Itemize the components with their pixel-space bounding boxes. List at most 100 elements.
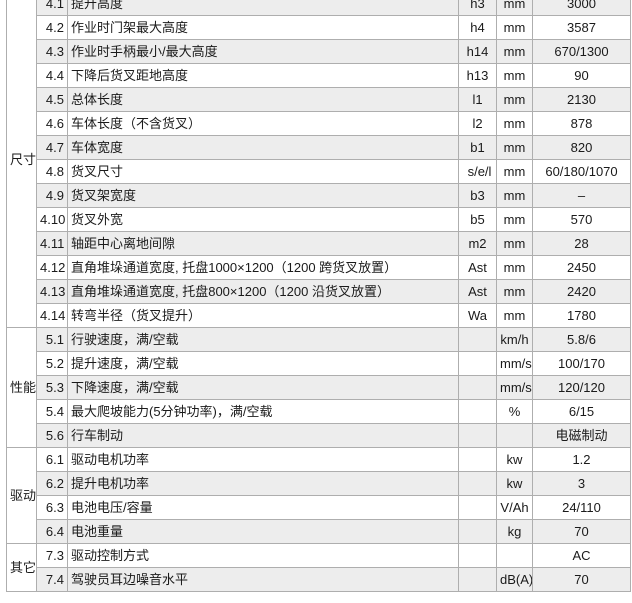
row-value-cell: 60/180/1070 <box>532 159 631 184</box>
row-description-cell: 直角堆垛通道宽度, 托盘800×1200（1200 沿货叉放置） <box>67 279 459 304</box>
row-description-cell: 货叉架宽度 <box>67 183 459 208</box>
row-symbol-cell: l2 <box>458 111 497 136</box>
row-value-cell: 1780 <box>532 303 631 328</box>
row-symbol-text: s/e/l <box>467 163 492 179</box>
row-symbol-cell <box>458 495 497 520</box>
row-number-cell: 4.2 <box>36 15 68 40</box>
row-symbol-cell <box>458 399 497 424</box>
row-number-cell: 7.3 <box>36 543 68 568</box>
row-symbol-text: l2 <box>472 115 483 131</box>
row-unit-cell: mm/s <box>496 351 533 376</box>
table-body: 尺寸 4.1 提升高度 h3 mm 3000 4.2 作业时门架最大高度 h4 mm 3587 4.3… <box>6 0 631 592</box>
row-unit-cell: mm <box>496 39 533 64</box>
row-symbol-cell <box>458 471 497 496</box>
row-unit-cell: mm <box>496 63 533 88</box>
table-row: 4.10 货叉外宽 b5 mm 570 <box>7 207 631 232</box>
row-number-cell: 4.9 <box>36 183 68 208</box>
row-symbol-text: m2 <box>468 235 487 251</box>
table-row: 5.2 提升速度，满/空载 mm/s 100/170 <box>7 351 631 376</box>
row-symbol-cell <box>458 567 497 592</box>
row-description-cell: 提升速度，满/空载 <box>67 351 459 376</box>
row-number-cell: 5.4 <box>36 399 68 424</box>
row-value-cell: 2130 <box>532 87 631 112</box>
row-value-cell: 100/170 <box>532 351 631 376</box>
row-number-cell: 4.6 <box>36 111 68 136</box>
row-symbol-cell: h14 <box>458 39 497 64</box>
row-description-cell: 驱动电机功率 <box>67 447 459 472</box>
table-row: 4.11 轴距中心离地间隙 m2 mm 28 <box>7 231 631 256</box>
row-number-cell: 5.3 <box>36 375 68 400</box>
row-value-cell: 电磁制动 <box>532 423 631 448</box>
category-cell-dimensions: 尺寸 <box>6 0 37 328</box>
row-value-cell: – <box>532 183 631 208</box>
row-unit-cell: mm <box>496 159 533 184</box>
table-row: 4.2 作业时门架最大高度 h4 mm 3587 <box>7 15 631 40</box>
table-row: 5.4 最大爬坡能力(5分钟功率)，满/空载% 6/15 <box>7 399 631 424</box>
row-value-cell: 90 <box>532 63 631 88</box>
row-symbol-cell <box>458 351 497 376</box>
row-number-cell: 4.11 <box>36 231 68 256</box>
row-value-cell: 6/15 <box>532 399 631 424</box>
table-row: 4.13 直角堆垛通道宽度, 托盘800×1200（1200 沿货叉放置） Ast m… <box>7 279 631 304</box>
row-number-cell: 4.3 <box>36 39 68 64</box>
row-symbol-cell <box>458 327 497 352</box>
row-value-cell: 3587 <box>532 15 631 40</box>
row-unit-cell: mm <box>496 207 533 232</box>
row-symbol-text: h4 <box>470 19 485 35</box>
row-value-cell: 820 <box>532 135 631 160</box>
row-unit-cell: km/h <box>496 327 533 352</box>
category-cell-drive: 驱动 <box>6 447 37 544</box>
row-symbol-cell <box>458 423 497 448</box>
table-row: 4.9 货叉架宽度 b3 mm – <box>7 183 631 208</box>
row-number-cell: 4.13 <box>36 279 68 304</box>
row-number-cell: 5.6 <box>36 423 68 448</box>
row-symbol-text: b3 <box>470 187 485 203</box>
row-symbol-cell: Ast <box>458 279 497 304</box>
row-value-cell: 2450 <box>532 255 631 280</box>
row-value-cell: 70 <box>532 567 631 592</box>
row-unit-cell: mm <box>496 135 533 160</box>
row-number-cell: 6.3 <box>36 495 68 520</box>
row-number-cell: 4.5 <box>36 87 68 112</box>
row-number-cell: 4.1 <box>36 0 68 16</box>
row-description-cell: 货叉尺寸 <box>67 159 459 184</box>
row-description-cell: 提升高度 <box>67 0 459 16</box>
table-row: 4.14 转弯半径（货叉提升） Wa mm 1780 <box>7 303 631 328</box>
row-description-cell: 直角堆垛通道宽度, 托盘1000×1200（1200 跨货叉放置） <box>67 255 459 280</box>
row-unit-cell: mm <box>496 303 533 328</box>
row-symbol-text: l1 <box>472 91 483 107</box>
row-symbol-cell: Ast <box>458 255 497 280</box>
row-unit-cell: mm <box>496 15 533 40</box>
row-symbol-cell: h4 <box>458 15 497 40</box>
row-unit-cell: mm <box>496 0 533 16</box>
row-number-cell: 4.4 <box>36 63 68 88</box>
row-number-cell: 5.1 <box>36 327 68 352</box>
table-row: 5.6 行车制动 电磁制动 <box>7 423 631 448</box>
row-description-cell: 行驶速度，满/空载 <box>67 327 459 352</box>
row-unit-cell <box>496 423 533 448</box>
row-value-cell: 2420 <box>532 279 631 304</box>
row-description-cell: 货叉外宽 <box>67 207 459 232</box>
row-unit-cell: % <box>496 399 533 424</box>
row-unit-cell: mm <box>496 255 533 280</box>
row-description-cell: 行车制动 <box>67 423 459 448</box>
row-symbol-cell <box>458 543 497 568</box>
row-value-cell: AC <box>532 543 631 568</box>
row-unit-cell: mm <box>496 183 533 208</box>
row-symbol-cell: b1 <box>458 135 497 160</box>
row-description-cell: 电池电压/容量 <box>67 495 459 520</box>
row-symbol-text: h3 <box>470 0 485 11</box>
row-unit-cell: mm <box>496 87 533 112</box>
table-row: 4.3 作业时手柄最小/最大高度 h14 mm 670/1300 <box>7 39 631 64</box>
table-row: 性能 5.1 行驶速度，满/空载 km/h 5.8/6 <box>6 327 631 448</box>
row-description-cell: 轴距中心离地间隙 <box>67 231 459 256</box>
row-symbol-cell: l1 <box>458 87 497 112</box>
row-number-cell: 5.2 <box>36 351 68 376</box>
row-unit-cell <box>496 543 533 568</box>
row-number-cell: 6.2 <box>36 471 68 496</box>
row-symbol-text: Ast <box>468 259 487 275</box>
row-number-cell: 4.12 <box>36 255 68 280</box>
table-row: 4.8 货叉尺寸 s/e/l mm 60/180/1070 <box>7 159 631 184</box>
row-symbol-text: Ast <box>468 283 487 299</box>
